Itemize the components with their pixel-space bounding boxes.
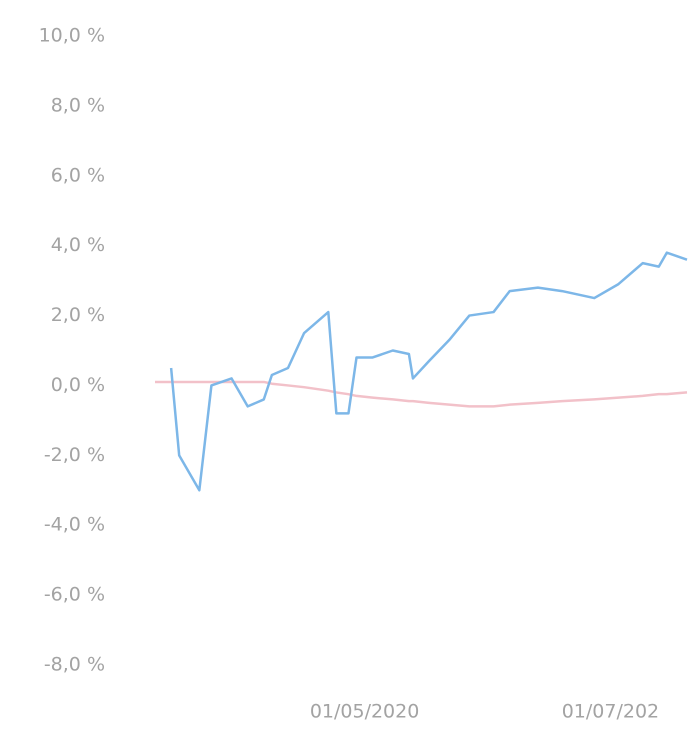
y-tick-label: 6,0 % (51, 164, 105, 186)
y-tick-label: -6,0 % (44, 584, 105, 606)
y-tick-label: -2,0 % (44, 444, 105, 466)
line-series (169, 251, 688, 492)
y-tick-label: -8,0 % (44, 654, 105, 676)
y-tick-label: 2,0 % (51, 304, 105, 326)
y-tick-label: 8,0 % (51, 94, 105, 116)
y-tick-label: 4,0 % (51, 234, 105, 256)
y-tick-label: 10,0 % (39, 25, 105, 47)
x-tick-label: 01/05/2020 (310, 701, 420, 723)
y-tick-label: -4,0 % (44, 514, 105, 536)
x-tick-label: 01/07/202 (562, 701, 659, 723)
y-tick-label: 0,0 % (51, 374, 105, 396)
